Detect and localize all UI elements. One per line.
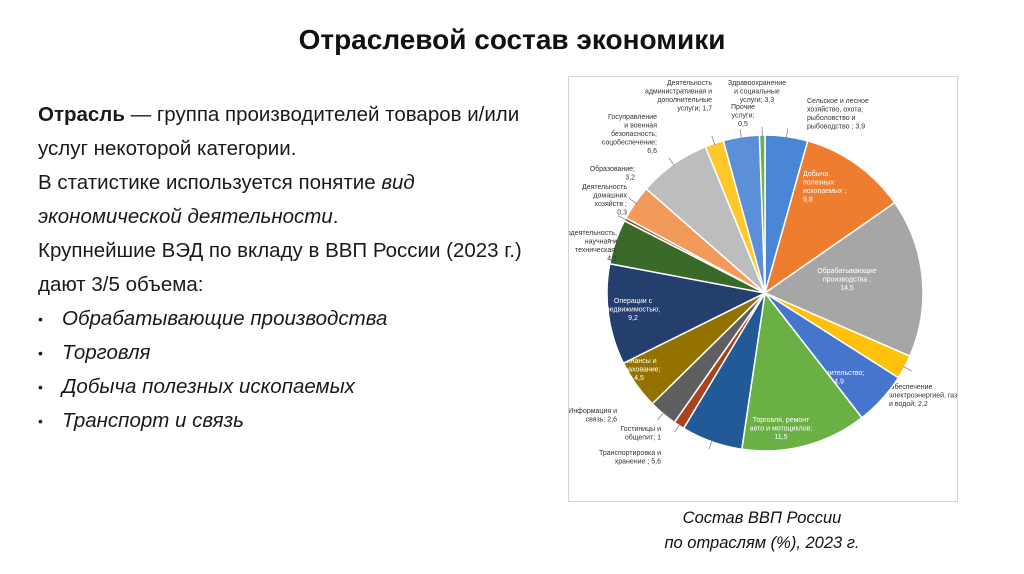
slice-label: Профдеятельность,научная итехническая;4,… (569, 230, 617, 263)
largest-paragraph: Крупнейшие ВЭД по вкладу в ВВП России (2… (38, 239, 522, 296)
slice-label: Транспортировка и хранение ; 5,6 (599, 450, 661, 466)
bullet-item: Обрабатывающие производства (38, 302, 558, 336)
leader-line (785, 128, 789, 139)
leader-line (739, 128, 742, 139)
stat-text-post: . (332, 205, 339, 228)
pie-chart: Сельское и лесное хозяйство, охота, рыболо… (569, 80, 957, 466)
leader-line (902, 365, 912, 372)
slice-label: Строительство; 4,9 (814, 370, 865, 386)
leader-line (711, 135, 716, 146)
slice-label: Сельское и лесное хозяйство, охота, рыболо… (807, 98, 869, 131)
caption-line-1: Состав ВВП России (682, 509, 842, 527)
stat-text-pre: В статистике используется понятие (38, 171, 382, 194)
leader-line (668, 157, 675, 167)
slice-label: Информация и связь; 2,6 (569, 408, 617, 424)
slice-label: Госуправление и военная безопасность; соцоб… (602, 114, 657, 155)
bullet-item: Торговля (38, 336, 558, 370)
definition-term: Отрасль (38, 103, 125, 126)
slice-label: Финансы и страхование; 4,5 (618, 358, 661, 382)
slice-label: Деятельность административная и дополнител… (645, 80, 712, 113)
pie-slice (606, 262, 768, 365)
leader-line (657, 411, 665, 420)
slice-label: Образование; 3,2 (590, 165, 635, 182)
stat-paragraph: В статистике используется понятие вид эк… (38, 166, 558, 234)
pie-slice (763, 201, 924, 358)
pie-slice (763, 139, 896, 295)
stat-text-term: вид экономической деятельности (38, 171, 415, 228)
leader-line (628, 197, 638, 205)
chart-caption: Состав ВВП России по отраслям (%), 2023 … (568, 506, 956, 556)
leader-line (617, 215, 628, 221)
definition-paragraph: Отрасль — группа производителей товаров … (38, 98, 558, 166)
slice-label: Операции с недвижимостью; 9,2 (606, 298, 660, 322)
caption-line-2: по отраслям (%), 2023 г. (664, 534, 860, 552)
slice-label: Здравоохранение и социальные услуги; 3,3 (728, 80, 786, 104)
slice-label: Добыча полезных ископаемых ; 9,8 (803, 170, 846, 204)
chart-box: Сельское и лесное хозяйство, охота, рыболо… (568, 76, 958, 502)
slide-title: Отраслевой состав экономики (298, 24, 726, 55)
definition-text: — группа производителей товаров и/или ус… (38, 103, 520, 160)
slice-label: Гостиницы и общепит; 1 (620, 426, 661, 442)
slice-label: Деятельность домашних хозяйств ; 0,3 (582, 184, 628, 217)
pie-slice (740, 291, 864, 452)
leader-line (708, 439, 713, 450)
bullet-item: Транспорт и связь (38, 404, 558, 438)
leader-line (607, 238, 618, 243)
bullet-item: Добыча полезных ископаемых (38, 370, 558, 404)
leader-line (674, 423, 681, 433)
slice-label: Обрабатывающие производства ; 14,5 (817, 267, 877, 292)
text-block: Отрасль — группа производителей товаров … (38, 98, 558, 438)
bullet-list: Обрабатывающие производства Торговля Доб… (38, 302, 558, 438)
slice-label: Прочие услуги; 0,5 (731, 104, 755, 128)
slice-label: Торговля, ремонт авто и мотоциклов; 11,5 (750, 417, 813, 441)
